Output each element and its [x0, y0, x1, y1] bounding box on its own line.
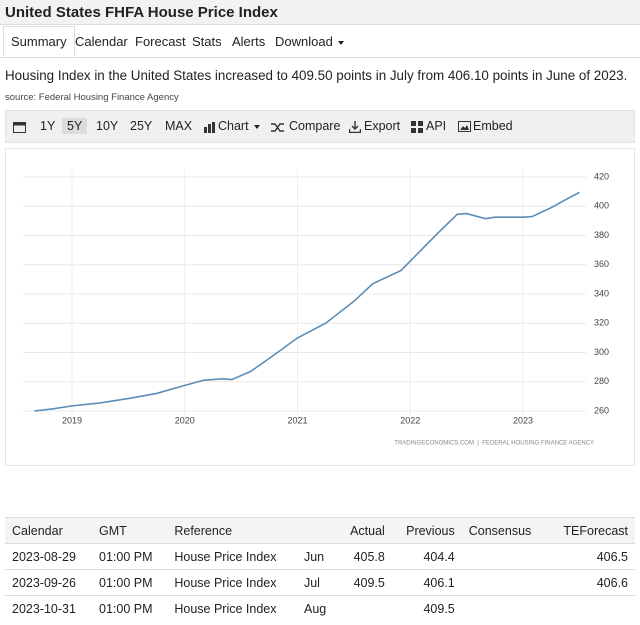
header-cell: TEForecast: [547, 517, 635, 544]
cell: [461, 569, 548, 596]
tab-label: Download: [275, 34, 333, 49]
cell: Aug: [296, 595, 338, 621]
tab[interactable]: Stats: [192, 34, 222, 49]
header-cell: GMT: [92, 517, 168, 544]
chart-credit: TRADINGECONOMICS.COM | FEDERAL HOUSING F…: [394, 441, 594, 447]
tab[interactable]: Forecast: [135, 34, 186, 49]
y-tick-label: 300: [594, 347, 609, 357]
x-tick-label: 2022: [400, 416, 420, 426]
cell: 406.6: [547, 569, 635, 596]
range-button[interactable]: MAX: [165, 119, 193, 133]
cell: [461, 543, 548, 570]
cell: 01:00 PM: [92, 595, 168, 621]
calendar-icon[interactable]: [13, 121, 26, 133]
toolbar: 1Y 5Y 10Y 25Y MAX Chart Compare Export A…: [5, 110, 635, 143]
cell: 01:00 PM: [92, 543, 168, 570]
range-button[interactable]: 10Y: [96, 119, 119, 133]
table-row: 2023-08-29 01:00 PM House Price Index Jun 40…: [5, 543, 635, 570]
export-icon: [349, 121, 361, 133]
chart-button[interactable]: Chart: [218, 119, 260, 133]
range-button[interactable]: 1Y: [40, 119, 56, 133]
line: [34, 191, 580, 412]
tab[interactable]: Summary: [3, 26, 75, 57]
header-cell: Reference: [167, 517, 338, 544]
chart: 260 280 300 320 340 360 380 400 420 2019 2020 2021 2…: [5, 148, 635, 466]
header-cell: Calendar: [5, 517, 92, 544]
x-tick-label: 2020: [175, 416, 195, 426]
page-title: United States FHFA House Price Index: [0, 0, 640, 25]
y-tick-label: 420: [594, 171, 609, 181]
cell: [547, 595, 635, 621]
chart-icon: [204, 122, 215, 133]
embed-button[interactable]: Embed: [473, 119, 513, 133]
cell: 405.8: [337, 543, 392, 570]
caret: [253, 124, 260, 129]
tab-bar: Summary Calendar Forecast Stats Alerts D…: [0, 26, 640, 58]
table-row: 2023-10-31 01:00 PM House Price Index Aug 40…: [5, 595, 635, 621]
cell: Jun: [296, 543, 338, 570]
compare-icon: [271, 123, 284, 132]
calendar-table: Calendar GMT Reference Actual Previous C…: [5, 517, 635, 621]
y-tick-label: 400: [594, 201, 609, 211]
cell: 406.1: [391, 569, 462, 596]
x-tick-label: 2019: [62, 416, 82, 426]
cell: 01:00 PM: [92, 569, 168, 596]
caret: [337, 40, 344, 45]
cell: 409.5: [337, 569, 392, 596]
chart-button-label: Chart: [218, 119, 249, 133]
table-header: Calendar GMT Reference Actual Previous C…: [5, 517, 635, 544]
header-cell: Consensus: [461, 517, 548, 544]
cell: [337, 595, 392, 621]
cell: [461, 595, 548, 621]
x-tick-label: 2021: [287, 416, 307, 426]
cell: House Price Index: [167, 595, 297, 621]
range-button[interactable]: 5Y: [62, 118, 88, 134]
summary: Housing Index in the United States incre…: [5, 66, 637, 108]
cell: House Price Index: [167, 543, 297, 570]
cell: 409.5: [391, 595, 462, 621]
api-icon: [411, 121, 423, 133]
table-row: 2023-09-26 01:00 PM House Price Index Jul 40…: [5, 569, 635, 596]
x-tick-label: 2023: [513, 416, 533, 426]
y-tick-label: 280: [594, 376, 609, 386]
cell: 2023-09-26: [5, 569, 92, 596]
api-button[interactable]: API: [426, 119, 447, 133]
y-tick-label: 260: [594, 405, 609, 415]
y-tick-label: 380: [594, 230, 609, 240]
range-button[interactable]: 25Y: [130, 119, 153, 133]
export-button[interactable]: Export: [364, 119, 401, 133]
summary-source: source: Federal Housing Finance Agency: [5, 92, 179, 103]
tab[interactable]: Download: [275, 26, 344, 57]
y-tick-label: 320: [594, 318, 609, 328]
cell: 406.5: [547, 543, 635, 570]
header-cell: Previous: [391, 517, 462, 544]
cell: House Price Index: [167, 569, 297, 596]
cell: 2023-08-29: [5, 543, 92, 570]
header-cell: Actual: [337, 517, 392, 544]
y-tick-label: 340: [594, 288, 609, 298]
tab[interactable]: Calendar: [75, 34, 128, 49]
y-tick-label: 360: [594, 259, 609, 269]
summary-text: Housing Index in the United States incre…: [5, 68, 628, 83]
cell: Jul: [296, 569, 338, 596]
compare-button[interactable]: Compare: [289, 119, 341, 133]
tab[interactable]: Alerts: [232, 34, 266, 49]
embed-icon: [458, 121, 471, 132]
cell: 2023-10-31: [5, 595, 92, 621]
cell: 404.4: [391, 543, 462, 570]
